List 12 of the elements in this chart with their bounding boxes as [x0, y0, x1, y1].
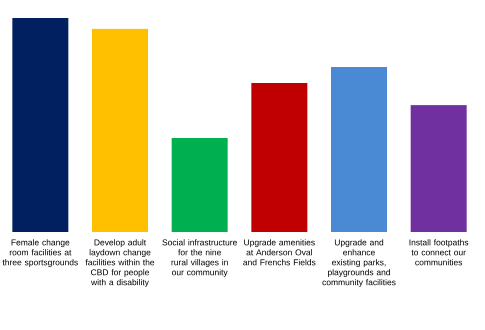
x-tick-label: Upgrade and enhance existing parks, playgrounds and community facilities [322, 239, 396, 287]
x-tick-label: Install footpaths to connect our communities [410, 239, 468, 266]
bar [251, 83, 308, 232]
bar [172, 138, 228, 232]
x-tick-label: Social infrastructure for the nine rural villages in our community [162, 239, 237, 277]
bar [12, 18, 68, 232]
x-tick-label: Develop adult laydown change facilities within the CBD for people with a disability [86, 239, 154, 287]
bar [331, 67, 388, 232]
bar [410, 105, 467, 232]
x-tick-label: Upgrade amenities at Anderson Oval and Frenchs Fields [243, 239, 316, 266]
bar [92, 28, 148, 232]
x-tick-label: Female change room facilities at three sportsgrounds [2, 239, 78, 268]
